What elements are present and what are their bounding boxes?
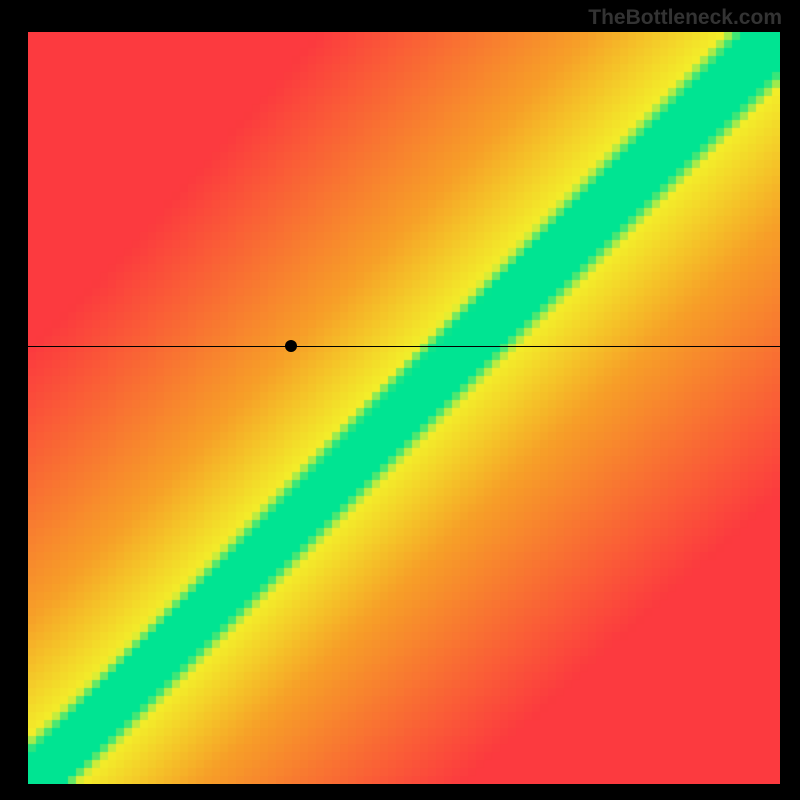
bottleneck-heatmap	[28, 32, 780, 784]
crosshair-horizontal	[28, 346, 780, 347]
selection-marker	[285, 340, 297, 352]
watermark-text: TheBottleneck.com	[588, 6, 782, 30]
heatmap-canvas	[28, 32, 780, 784]
